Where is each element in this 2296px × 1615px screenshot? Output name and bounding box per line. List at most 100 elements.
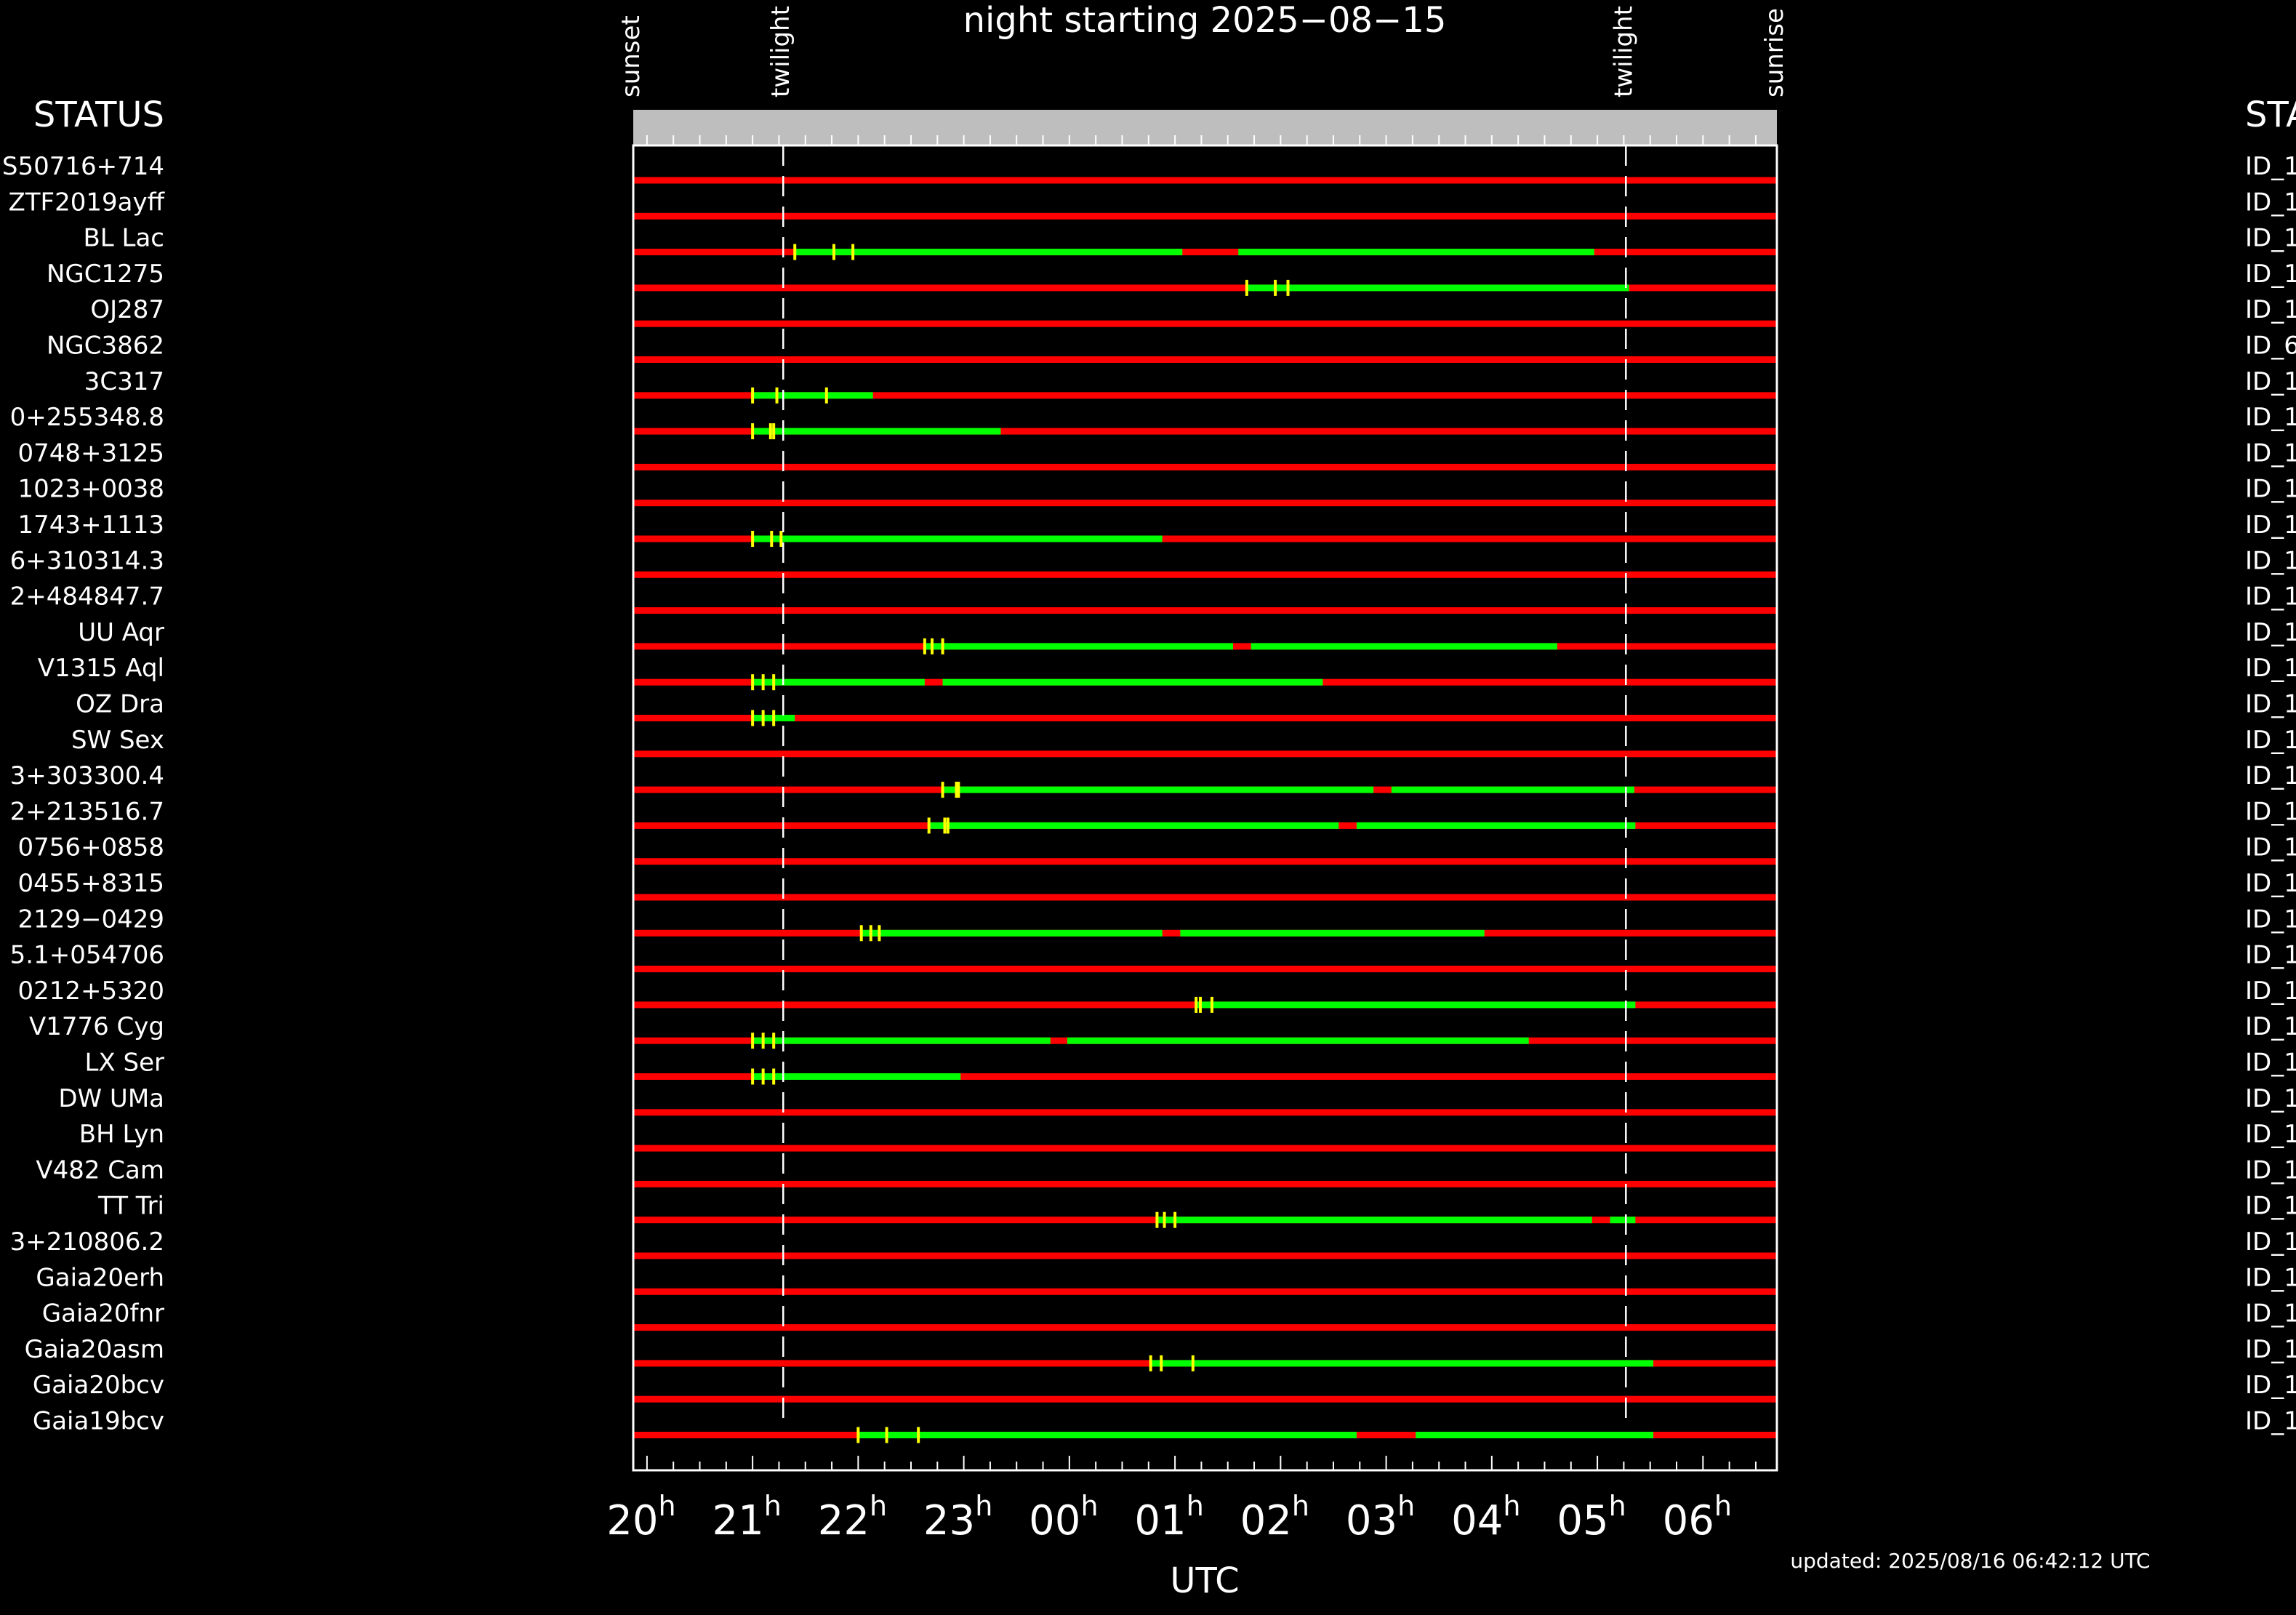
target-id: ID_1 bbox=[2245, 546, 2296, 575]
target-id: ID_1 bbox=[2245, 438, 2296, 468]
target-name: 2+213516.7 bbox=[10, 797, 164, 826]
unobservable-bar bbox=[633, 284, 1777, 292]
target-id: ID_1 bbox=[2245, 367, 2296, 396]
target-id: ID_1 bbox=[2245, 1049, 2296, 1078]
hour-suffix: h bbox=[658, 1490, 675, 1522]
target-row: V482 Cam ID_1 bbox=[36, 1155, 2296, 1187]
observable-segment bbox=[1391, 786, 1634, 793]
target-name: 0212+5320 bbox=[17, 977, 164, 1006]
target-name: Gaia20bcv bbox=[33, 1371, 164, 1400]
target-name: Gaia19bcv bbox=[33, 1407, 164, 1436]
observable-segment bbox=[752, 678, 925, 686]
target-name: Gaia20asm bbox=[25, 1335, 164, 1364]
target-id: ID_1 bbox=[2245, 1299, 2296, 1329]
target-name: OZ Dra bbox=[76, 690, 164, 719]
observable-segment bbox=[1251, 643, 1557, 650]
observable-segment bbox=[1196, 1001, 1636, 1009]
event-label-twilight: twilight bbox=[766, 6, 795, 97]
target-name: 0748+3125 bbox=[17, 438, 164, 468]
target-id: ID_1 bbox=[2245, 1012, 2296, 1041]
observable-segment bbox=[1180, 929, 1485, 937]
target-row: SW Sex ID_1 bbox=[71, 726, 2296, 758]
observable-segment bbox=[795, 249, 1183, 256]
event-label-sunset: sunset bbox=[617, 15, 646, 97]
observable-segment bbox=[1238, 249, 1594, 256]
observable-segment bbox=[924, 643, 1233, 650]
target-row: 0756+0858 ID_1 bbox=[17, 833, 2296, 865]
target-id: ID_1 bbox=[2245, 295, 2296, 324]
target-name: 3+303300.4 bbox=[10, 761, 164, 790]
target-name: Gaia20fnr bbox=[42, 1299, 164, 1329]
target-name: 1023+0038 bbox=[17, 475, 164, 504]
target-row: OJ287 ID_1 bbox=[90, 295, 2296, 327]
target-id: ID_1 bbox=[2245, 1192, 2296, 1221]
target-name: BH Lyn bbox=[79, 1120, 164, 1149]
target-row: NGC3862 ID_6 bbox=[47, 332, 2296, 363]
unobservable-bar bbox=[633, 1145, 1777, 1152]
unobservable-bar bbox=[633, 535, 1777, 542]
target-id: ID_1 bbox=[2245, 797, 2296, 826]
target-row: 0748+3125 ID_1 bbox=[17, 438, 2296, 470]
observable-segment bbox=[1150, 1360, 1654, 1367]
hour-suffix: h bbox=[764, 1490, 782, 1522]
target-row: TT Tri ID_1 bbox=[97, 1192, 2296, 1228]
unobservable-bar bbox=[633, 356, 1777, 363]
target-row: LX Ser ID_1 bbox=[84, 1049, 2296, 1085]
target-row: 0212+5320 ID_1 bbox=[17, 977, 2296, 1013]
hour-suffix: h bbox=[975, 1490, 992, 1522]
observable-segment bbox=[858, 1432, 1357, 1438]
observable-segment bbox=[752, 1037, 1051, 1044]
target-name: 3C317 bbox=[84, 367, 164, 396]
target-row: 3C317 ID_1 bbox=[84, 367, 2296, 404]
target-id: ID_1 bbox=[2245, 582, 2296, 612]
target-name: BL Lac bbox=[83, 224, 164, 253]
target-row: UU Aqr ID_1 bbox=[78, 618, 2296, 654]
plot-frame bbox=[632, 144, 1778, 1472]
chart-title: night starting 2025−08−15 bbox=[963, 0, 1447, 41]
target-id: ID_1 bbox=[2245, 1335, 2296, 1364]
hour-suffix: h bbox=[1080, 1490, 1098, 1522]
target-name: 5.1+054706 bbox=[10, 941, 164, 970]
unobservable-bar bbox=[633, 1073, 1777, 1080]
target-name: 2129−0429 bbox=[17, 905, 164, 934]
unobservable-bar bbox=[633, 249, 1777, 256]
hour-suffix: h bbox=[1292, 1490, 1309, 1522]
x-axis-label: UTC bbox=[1170, 1560, 1239, 1601]
target-name: LX Ser bbox=[84, 1049, 164, 1078]
target-name: UU Aqr bbox=[78, 618, 164, 647]
hour-suffix: h bbox=[1397, 1490, 1415, 1522]
target-id: ID_1 bbox=[2245, 905, 2296, 934]
unobservable-bar bbox=[633, 320, 1777, 327]
target-row: 1023+0038 ID_1 bbox=[17, 475, 2296, 507]
target-row: ZTF2019ayff ID_1 bbox=[8, 188, 2296, 220]
unobservable-bar bbox=[633, 858, 1777, 865]
target-id: ID_1 bbox=[2245, 152, 2296, 181]
unobservable-bar bbox=[633, 715, 1777, 721]
target-row: NGC1275 ID_1 bbox=[47, 260, 2296, 296]
target-name: OJ287 bbox=[90, 295, 164, 324]
unobservable-bar bbox=[633, 894, 1777, 901]
observable-segment bbox=[1416, 1432, 1654, 1438]
target-name: 3+210806.2 bbox=[10, 1227, 164, 1257]
target-id: ID_1 bbox=[2245, 833, 2296, 862]
target-name: 0+255348.8 bbox=[10, 403, 164, 432]
target-row: 3+303300.4 ID_1 bbox=[10, 761, 2296, 798]
target-name: 6+310314.3 bbox=[10, 546, 164, 575]
target-row: 2+213516.7 ID_1 bbox=[10, 797, 2296, 834]
target-id: ID_1 bbox=[2245, 941, 2296, 970]
unobservable-bar bbox=[633, 1180, 1777, 1187]
unobservable-bar bbox=[633, 392, 1777, 399]
observable-segment bbox=[942, 678, 1323, 686]
unobservable-bar bbox=[633, 571, 1777, 578]
target-row: V1776 Cyg ID_1 bbox=[29, 1012, 2296, 1049]
target-id: ID_1 bbox=[2245, 260, 2296, 289]
target-id: ID_1 bbox=[2245, 510, 2296, 540]
unobservable-bar bbox=[633, 500, 1777, 507]
target-id: ID_6 bbox=[2245, 332, 2296, 361]
observable-segment bbox=[752, 535, 1163, 542]
target-row: BL Lac ID_1 bbox=[83, 224, 2296, 260]
observable-segment bbox=[1246, 284, 1629, 292]
